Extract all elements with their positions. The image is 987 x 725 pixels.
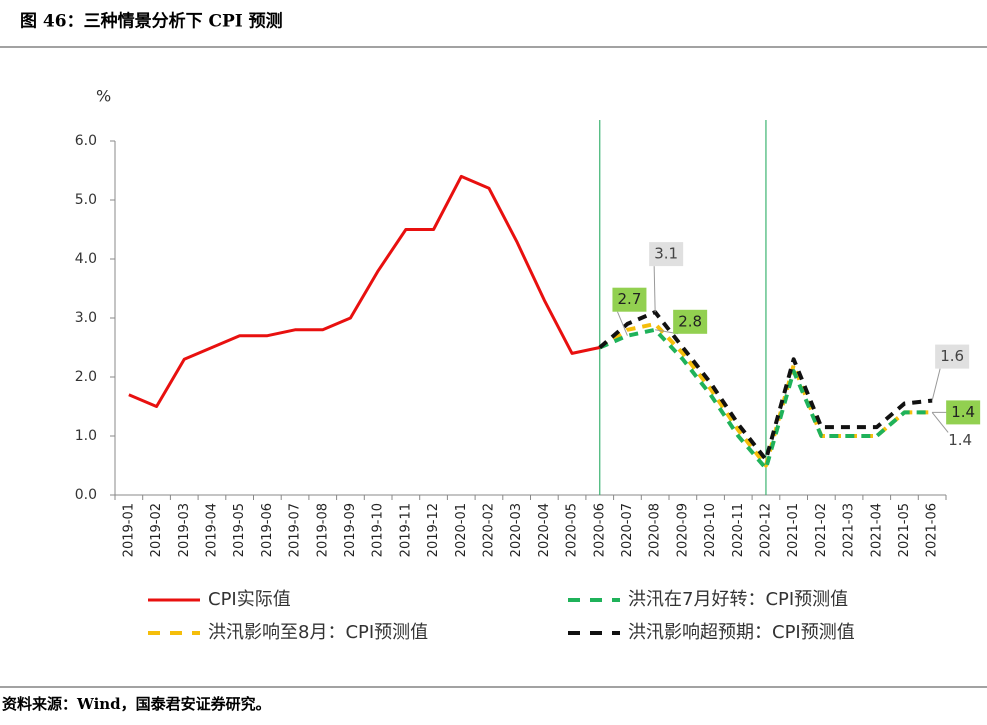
x-tick-label: 2021-01 [786, 503, 801, 557]
label-box [935, 344, 970, 369]
x-tick-label: 2019-02 [149, 503, 164, 557]
x-tick-label: 2020-04 [537, 503, 552, 557]
legend-label: 洪汛在7月好转：CPI预测值 [628, 589, 848, 610]
x-tick-label: 2020-02 [481, 503, 496, 557]
y-tick-label: 0.0 [75, 487, 97, 503]
label-leader [616, 311, 628, 336]
x-tick-label: 2020-09 [675, 503, 690, 557]
legend-label: 洪汛影响超预期：CPI预测值 [628, 622, 855, 643]
y-axis-label: % [96, 87, 111, 106]
x-tick-label: 2021-05 [897, 503, 912, 557]
series-line [128, 174, 601, 408]
label-box [649, 242, 684, 267]
x-tick-label: 2019-05 [232, 503, 247, 557]
chart-title: 图 46：三种情景分析下 CPI 预测 [20, 11, 283, 32]
data-label: 2.7 [618, 290, 642, 308]
y-tick-label: 2.0 [75, 369, 97, 385]
y-tick-label: 5.0 [75, 192, 97, 208]
data-label: 3.1 [654, 245, 678, 263]
x-tick-label: 2020-01 [454, 503, 469, 557]
x-tick-label: 2020-03 [509, 503, 524, 557]
y-tick-label: 6.0 [75, 133, 97, 149]
x-tick-label: 2019-10 [371, 503, 386, 557]
x-tick-label: 2019-04 [204, 503, 219, 557]
label-leader [653, 266, 656, 313]
x-tick-label: 2020-11 [731, 503, 746, 557]
y-tick-label: 4.0 [75, 251, 97, 267]
x-tick-label: 2019-08 [315, 503, 330, 557]
label-box [946, 400, 981, 425]
y-tick-label: 1.0 [75, 428, 97, 444]
x-tick-label: 2021-03 [842, 503, 857, 557]
data-label: 1.4 [948, 431, 972, 449]
x-tick-label: 2020-12 [758, 503, 773, 557]
x-tick-label: 2019-03 [177, 503, 192, 557]
label-leader [931, 368, 941, 401]
x-tick-label: 2020-06 [592, 503, 607, 557]
x-tick-label: 2019-11 [398, 503, 413, 557]
x-tick-label: 2019-01 [121, 503, 136, 557]
data-label: 2.8 [678, 312, 702, 330]
x-tick-label: 2020-10 [703, 503, 718, 557]
source: 资料来源：Wind，国泰君安证券研究。 [2, 695, 271, 713]
x-tick-label: 2021-06 [925, 503, 940, 557]
label-box [612, 287, 647, 312]
x-tick-label: 2021-04 [869, 503, 884, 557]
x-tick-label: 2019-06 [260, 503, 275, 557]
legend-label: 洪汛影响至8月：CPI预测值 [208, 622, 428, 643]
label-box [673, 309, 708, 334]
series-line [598, 321, 933, 468]
y-tick-label: 3.0 [75, 310, 97, 326]
x-tick-label: 2019-07 [288, 503, 303, 557]
label-leader [931, 412, 949, 433]
x-tick-label: 2019-09 [343, 503, 358, 557]
legend-label: CPI实际值 [208, 589, 291, 610]
x-tick-label: 2020-07 [620, 503, 635, 557]
x-tick-label: 2019-12 [426, 503, 441, 557]
data-label: 1.4 [951, 403, 975, 421]
x-tick-label: 2021-02 [814, 503, 829, 557]
data-label: 1.6 [940, 347, 964, 365]
x-tick-label: 2020-08 [648, 503, 663, 557]
x-tick-label: 2020-05 [565, 503, 580, 557]
